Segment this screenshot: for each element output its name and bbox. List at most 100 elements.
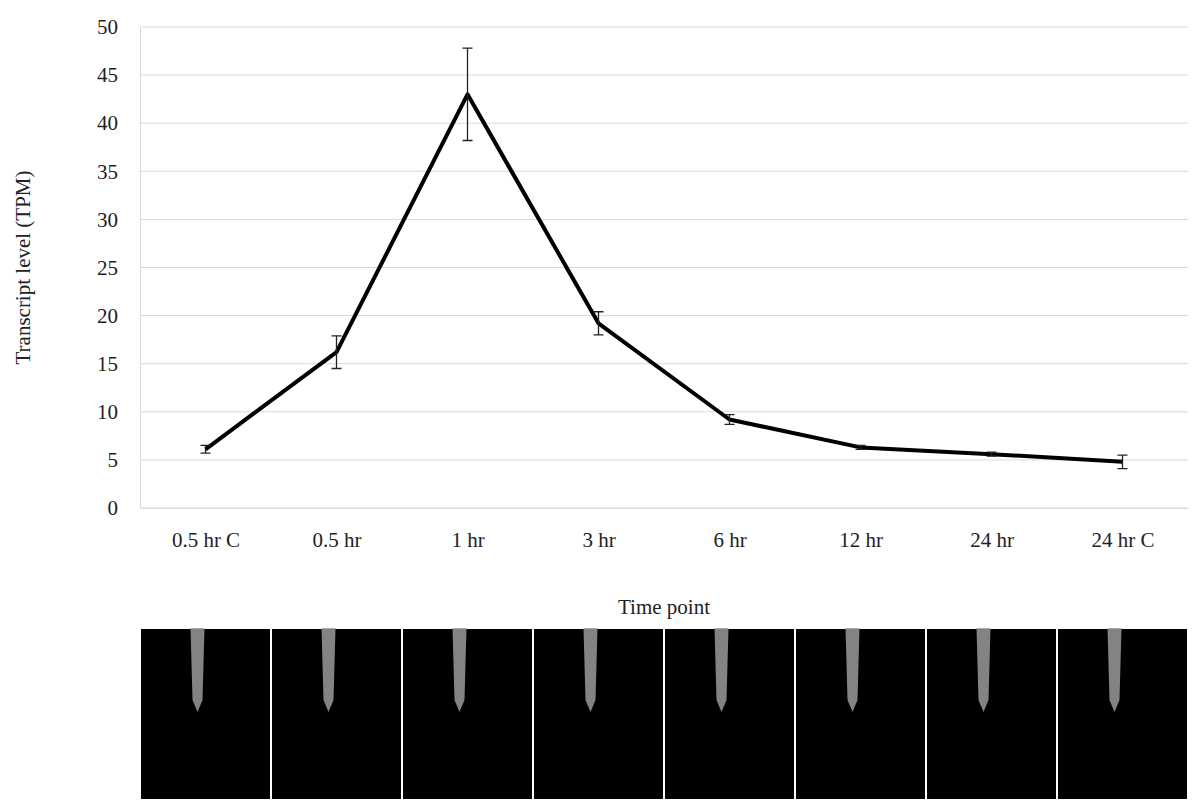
y-tick-label: 30 [97,208,118,232]
grid-line [140,123,1188,124]
x-tick: 3 hr [582,508,615,552]
x-tick: 6 hr [713,508,746,552]
plot-area [201,48,1128,468]
error-bar-line [201,445,211,453]
grid-line [140,459,1188,460]
x-tick: 12 hr [839,508,883,552]
error-bar-line [332,336,342,369]
grid-line [140,75,1188,76]
error-bar-line [594,312,604,335]
grid-line [140,363,1188,364]
y-tick-label: 40 [97,111,118,135]
error-bar [463,48,473,140]
error-bar-line [1118,455,1128,468]
x-tick-label: 24 hr [970,528,1014,552]
error-bar [725,415,735,425]
x-axis: 0.5 hr C 0.5 hr 1 hr 3 hr 6 hr 12 hr 24 hr 24 h… [141,508,1189,552]
y-axis: 0 5 10 15 20 25 30 35 40 45 50 [97,15,141,520]
x-tick-label: 0.5 hr [313,528,362,552]
photo-background [1057,628,1188,800]
grid-line [140,267,1188,268]
y-tick-label: 35 [97,160,118,184]
y-tick: 15 [97,352,140,376]
x-tick: 24 hr C [1092,508,1155,552]
photo-panel [140,628,271,800]
root-image [453,628,467,712]
y-tick-label: 0 [108,496,119,520]
error-bar [1118,455,1128,468]
x-tick-label: 12 hr [839,528,883,552]
photo-panel [926,628,1057,800]
x-tick: 1 hr [451,508,484,552]
grid-line [140,219,1188,220]
x-tick-label: 1 hr [451,528,484,552]
y-tick-label: 45 [97,63,118,87]
x-tick-label: 3 hr [582,528,615,552]
photo-background [140,628,271,800]
grid-line [140,171,1188,172]
y-tick: 30 [97,208,140,232]
grid-line [140,315,1188,316]
error-bar [987,452,997,456]
y-tick: 10 [97,400,140,424]
photo-panel [1057,628,1188,800]
photo-panel [271,628,402,800]
y-tick-label: 5 [108,448,119,472]
photo-background [271,628,402,800]
error-bar-line [856,445,866,449]
y-tick: 35 [97,160,140,184]
y-tick-label: 10 [97,400,118,424]
y-tick-label: 25 [97,256,118,280]
x-tick-label: 6 hr [713,528,746,552]
root-image [191,628,205,712]
y-tick-label: 50 [97,15,118,39]
y-tick: 5 [108,448,141,472]
x-tick-label: 0.5 hr C [172,528,240,552]
error-bar-line [987,452,997,456]
photo-background [926,628,1057,800]
photo-panel [533,628,664,800]
error-bars [201,48,1128,468]
y-tick-label: 20 [97,304,118,328]
photo-panel [402,628,533,800]
grid-line [140,27,1188,28]
y-tick: 50 [97,15,140,39]
photo-background [533,628,664,800]
x-tick: 0.5 hr C [172,508,240,552]
root-image [322,628,336,712]
y-tick: 40 [97,111,140,135]
data-line [206,94,1123,461]
y-axis-line [140,28,141,509]
y-tick: 0 [108,496,141,520]
y-tick: 25 [97,256,140,280]
photo-panel [795,628,926,800]
x-axis-title: Time point [618,595,710,619]
x-axis-line [141,508,1189,509]
grid [140,27,1188,508]
photo-background [402,628,533,800]
y-tick: 20 [97,304,140,328]
y-tick-label: 15 [97,352,118,376]
error-bar-line [725,415,735,425]
x-tick-label: 24 hr C [1092,528,1155,552]
y-tick: 45 [97,63,140,87]
x-tick: 24 hr [970,508,1014,552]
root-image [1108,628,1122,712]
photo-background [664,628,795,800]
root-image [846,628,860,712]
error-bar [201,445,211,453]
root-image [584,628,598,712]
grid-line [140,411,1188,412]
error-bar [856,445,866,449]
y-axis-title: Transcript level (TPM) [11,170,35,364]
error-bar [594,312,604,335]
root-image [715,628,729,712]
error-bar-line [463,48,473,140]
error-bar [332,336,342,369]
photo-strip [140,628,1188,800]
x-tick: 0.5 hr [313,508,362,552]
root-image [977,628,991,712]
photo-panel [664,628,795,800]
grid-line [140,508,1188,509]
chart: 0 5 10 15 20 25 30 35 40 45 50 0.5 hr C 0.5 hr 1 hr 3 … [0,0,1195,800]
